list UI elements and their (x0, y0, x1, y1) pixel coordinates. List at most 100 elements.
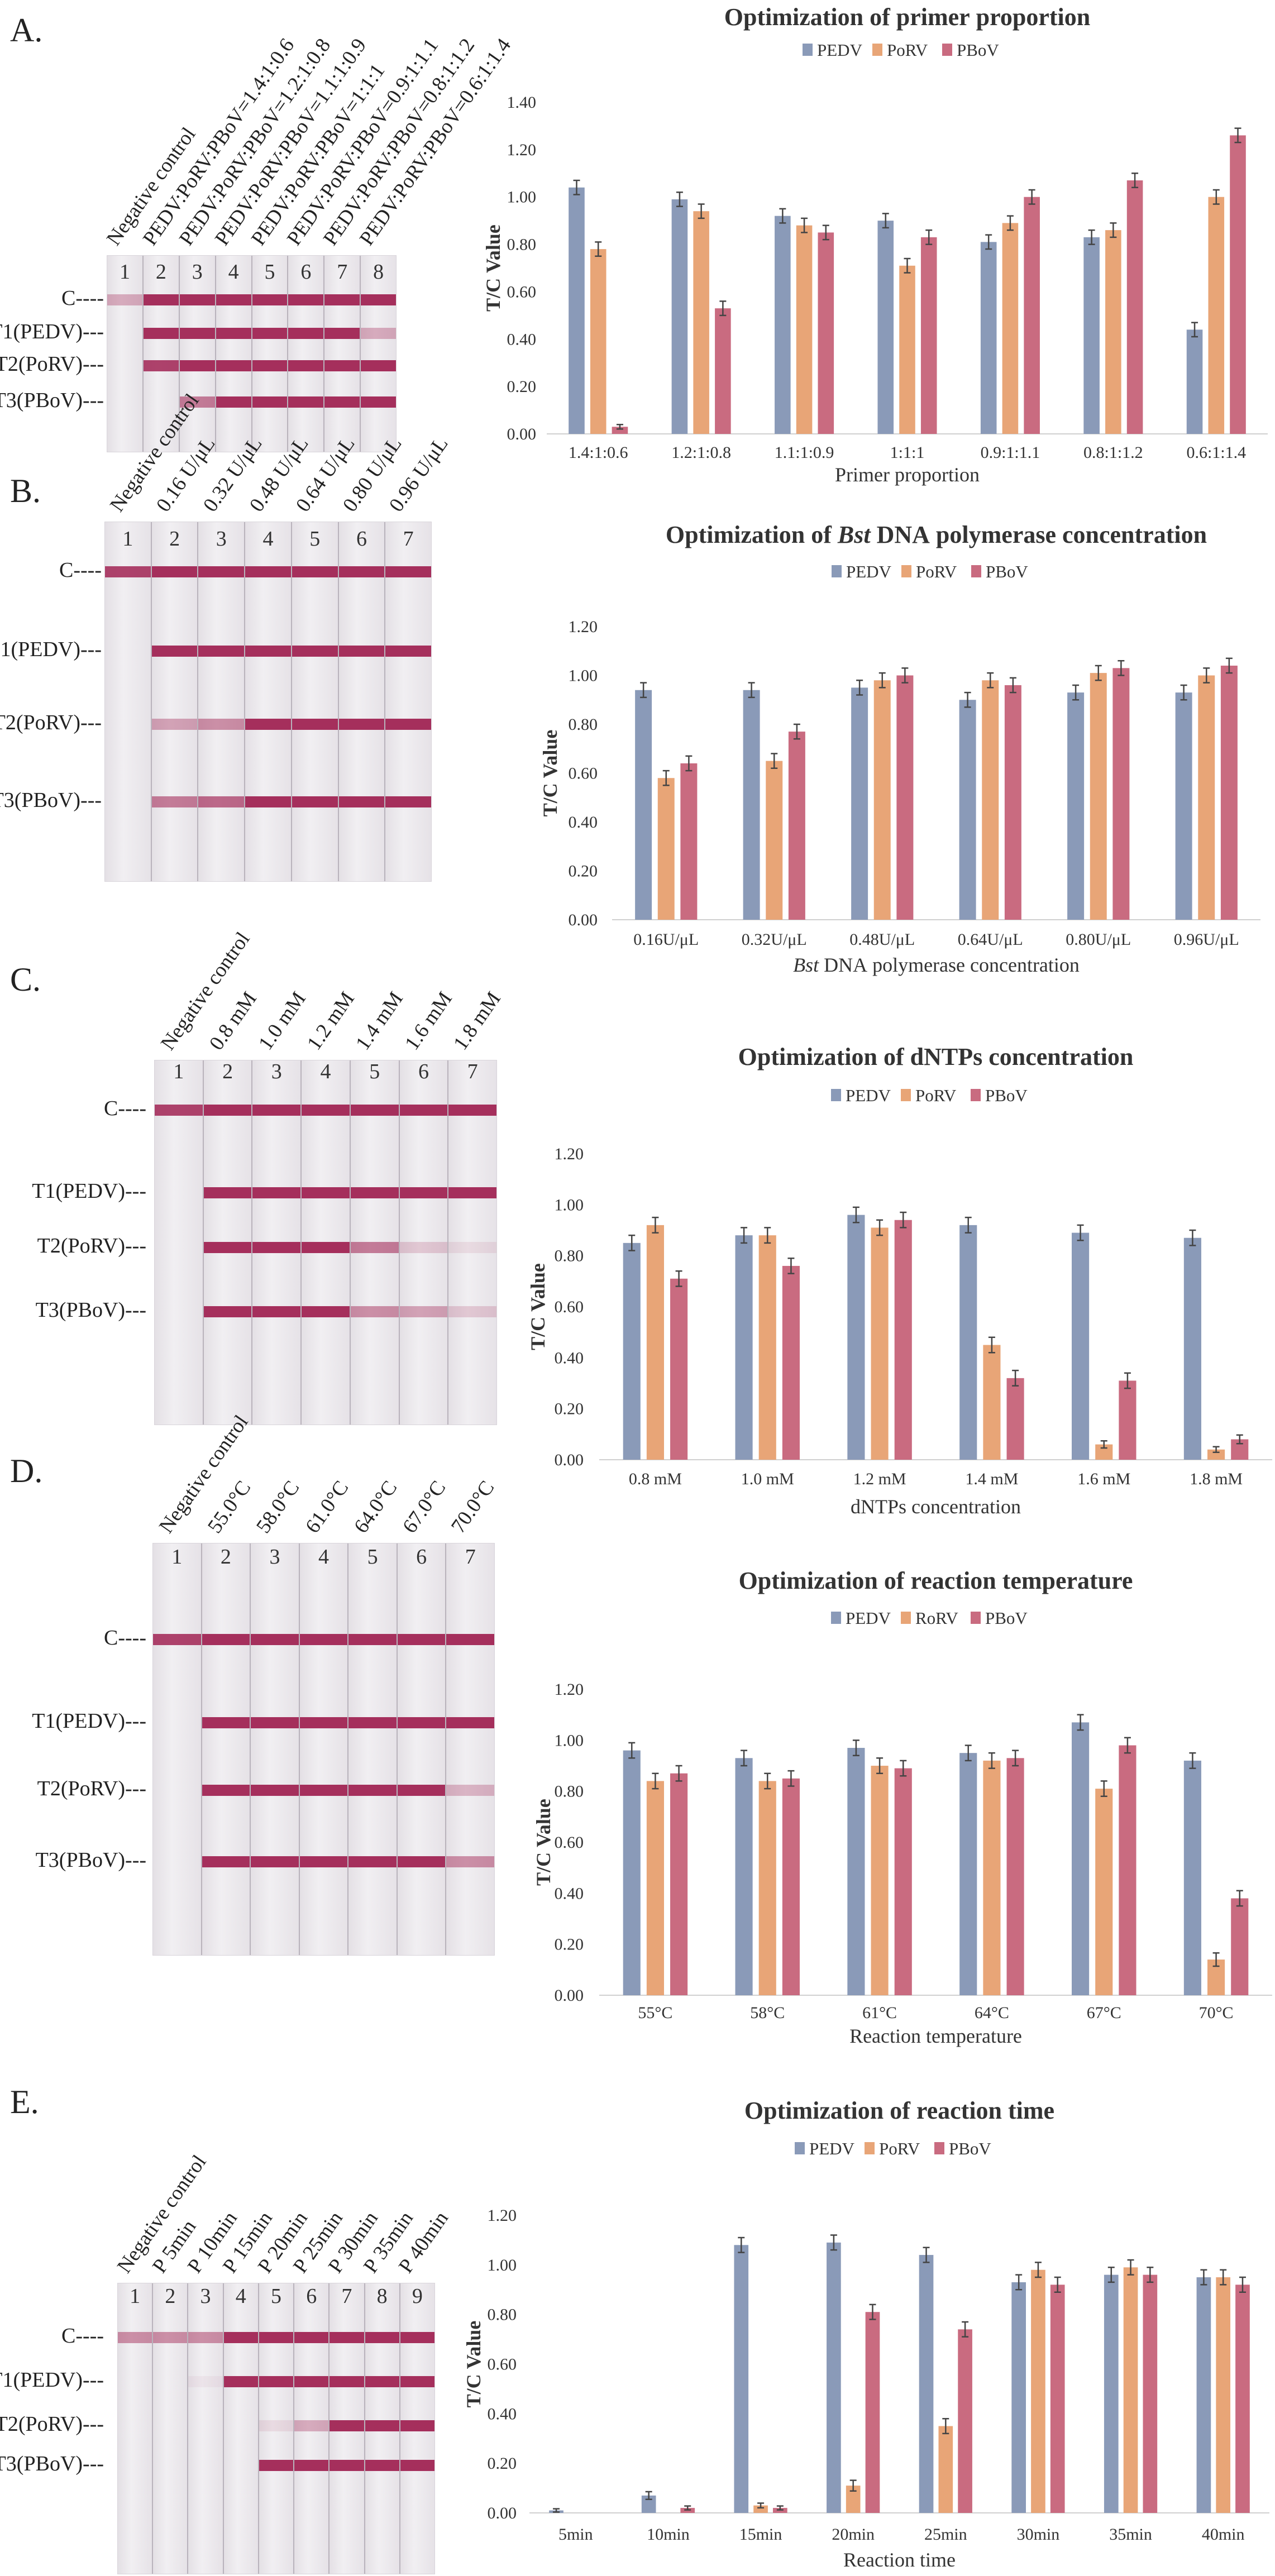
lane-number: 2 (222, 1060, 233, 1083)
band-t1 (252, 328, 288, 339)
x-tick-label: 0.48U/μL (849, 930, 915, 949)
legend-swatch (934, 2142, 944, 2154)
band-t2 (143, 360, 179, 371)
band-c (203, 1105, 252, 1116)
error-bar (787, 1770, 795, 1787)
error-bar (1107, 2267, 1115, 2283)
lane-number: 5 (369, 1060, 380, 1083)
band-t3 (330, 2460, 364, 2471)
error-bar (1006, 215, 1014, 231)
y-tick-label: 1.00 (555, 1196, 584, 1214)
bar-porv (657, 778, 675, 920)
band-t3 (397, 1856, 446, 1867)
y-tick-label: 0.20 (555, 1935, 584, 1954)
band-c (188, 2332, 223, 2343)
band-t2 (330, 2420, 364, 2431)
bar-pbov (958, 2329, 972, 2513)
error-bar (801, 217, 808, 233)
error-bar (793, 723, 800, 740)
error-bar (764, 1772, 771, 1790)
bar-rorv (983, 1760, 1001, 1995)
strip-row-label: T2(PoRV)--- (37, 1234, 146, 1258)
band-c (399, 1105, 448, 1116)
legend-label: PoRV (879, 2139, 920, 2158)
strip-lane: 2 (152, 2283, 188, 2574)
bar-pedv (775, 216, 791, 434)
bar-pbov (1006, 1758, 1024, 1995)
x-tick-label: 1.2:1:0.8 (671, 443, 731, 462)
band-t2 (179, 360, 215, 371)
error-bar (900, 1760, 907, 1777)
error-bar (1110, 222, 1117, 238)
bar-pbov (1231, 1898, 1249, 1995)
error-bar (1180, 684, 1187, 701)
band-t1 (302, 1187, 350, 1198)
band-t2 (302, 1242, 350, 1253)
xlabel-part: Bst (793, 954, 819, 976)
x-tick-label: 1.8 mM (1190, 1470, 1243, 1488)
error-bar (876, 1219, 884, 1236)
strip-lane: 5 (349, 1060, 399, 1425)
strip-lane: 4 (244, 522, 291, 881)
legend-label: RoRV (915, 1608, 958, 1628)
strip-row-label: T2(PoRV)--- (37, 1777, 146, 1800)
lane-number: 1 (130, 2285, 141, 2308)
strip-row-label: T2(PoRV)--- (0, 352, 104, 376)
error-bar (573, 179, 580, 195)
lane-number: 1 (122, 527, 133, 551)
bar-porv (1198, 675, 1215, 920)
strip-row-label: C---- (59, 558, 102, 582)
y-tick-label: 0.80 (555, 1247, 584, 1265)
band-t3 (203, 1306, 252, 1317)
band-c (153, 2332, 188, 2343)
bar-pedv (847, 1748, 865, 1995)
band-t3 (259, 2460, 294, 2471)
error-bar (1203, 667, 1210, 684)
bar-pedv (1196, 2277, 1211, 2513)
strip-lane: 7 (384, 522, 432, 881)
bar-rorv (758, 1781, 776, 1995)
xlabel-part: Reaction temperature (849, 2025, 1022, 2047)
y-axis-title: T/C Value (539, 730, 561, 817)
x-tick-label: 0.9:1:1.1 (981, 443, 1040, 462)
band-t3 (385, 796, 432, 807)
title-part: Bst (837, 521, 871, 548)
band-t3 (288, 396, 324, 408)
y-axis-title: T/C Value (532, 1799, 555, 1886)
error-bar (988, 1336, 995, 1354)
y-tick-label: 0.00 (569, 911, 598, 929)
strip-lane: 4 (298, 1543, 348, 1955)
y-tick-label: 1.20 (569, 618, 598, 636)
band-t1 (365, 2376, 399, 2387)
band-t1 (188, 2376, 223, 2387)
x-axis-title: dNTPs concentration (851, 1495, 1021, 1518)
band-c (288, 294, 324, 305)
bar-pedv (1011, 2282, 1026, 2513)
band-c (299, 1634, 348, 1645)
strip-lane: 2 (150, 522, 198, 881)
band-t1 (252, 1187, 301, 1198)
error-bar (1077, 1714, 1084, 1731)
lane-number: 1 (173, 1060, 184, 1083)
x-tick-label: 70°C (1199, 2004, 1234, 2022)
strip-lane: 1 (155, 1060, 203, 1425)
band-t2 (448, 1242, 497, 1253)
error-bar (988, 1752, 995, 1769)
lane-number: 9 (412, 2285, 423, 2308)
band-t1 (400, 2376, 434, 2387)
y-tick-label: 0.80 (555, 1782, 584, 1801)
xlabel-part: Reaction time (843, 2549, 956, 2571)
bar-rorv (1095, 1789, 1113, 1995)
band-t3 (446, 1856, 495, 1867)
lane-number: 4 (228, 260, 239, 284)
bar-pbov (680, 763, 698, 920)
strip-lane: 3 (187, 2283, 223, 2574)
error-bar (771, 753, 778, 769)
y-tick-label: 0.00 (555, 1451, 584, 1469)
error-bar (964, 1216, 972, 1234)
band-t1 (202, 1717, 250, 1728)
band-c (216, 294, 251, 305)
bar-pedv (980, 242, 997, 434)
xlabel-part: dNTPs concentration (851, 1495, 1021, 1518)
error-bar (1100, 1780, 1107, 1798)
